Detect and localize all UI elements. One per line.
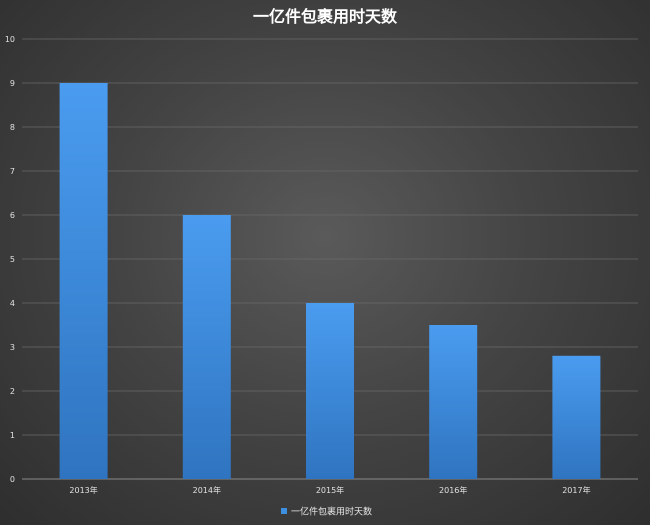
y-tick-label: 10: [5, 35, 15, 44]
y-tick-label: 3: [10, 343, 15, 352]
legend-swatch: [281, 508, 287, 514]
y-tick-label: 8: [10, 123, 15, 132]
y-axis-ticks: 0 1 2 3 4 5 6 7 8 9 10: [5, 35, 15, 484]
y-tick-label: 2: [10, 387, 15, 396]
y-tick-label: 5: [10, 255, 15, 264]
x-tick-label: 2017年: [562, 485, 590, 495]
y-tick-label: 4: [10, 299, 15, 308]
chart-title: 一亿件包裹用时天数: [253, 7, 398, 26]
x-tick-label: 2015年: [316, 485, 344, 495]
bar: [429, 325, 478, 479]
y-tick-label: 6: [10, 211, 15, 220]
bars-layer: [59, 83, 601, 479]
x-axis-ticks: 2013年 2014年 2015年 2016年 2017年: [69, 485, 590, 495]
x-tick-label: 2016年: [439, 485, 467, 495]
x-tick-label: 2013年: [69, 485, 97, 495]
bar: [59, 83, 108, 479]
x-tick-label: 2014年: [193, 485, 221, 495]
bar: [552, 355, 601, 479]
y-tick-label: 1: [10, 431, 15, 440]
legend: 一亿件包裹用时天数: [281, 506, 372, 518]
legend-label: 一亿件包裹用时天数: [291, 506, 372, 518]
y-tick-label: 0: [10, 475, 15, 484]
bar: [306, 303, 354, 479]
y-tick-label: 7: [10, 167, 15, 176]
y-tick-label: 9: [10, 79, 15, 88]
bar: [182, 215, 231, 479]
